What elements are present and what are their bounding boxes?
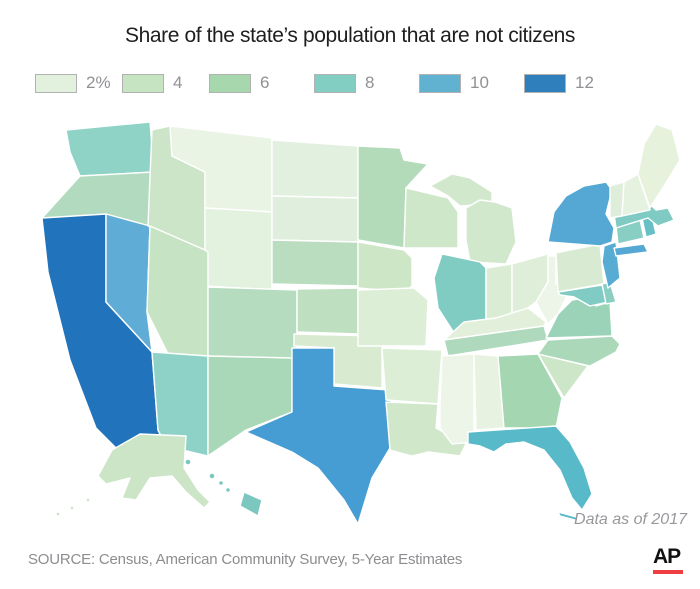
state-hi bbox=[208, 472, 216, 480]
state-ak bbox=[69, 505, 75, 511]
state-fl bbox=[557, 511, 580, 522]
state-nv bbox=[105, 213, 153, 353]
legend-swatch bbox=[419, 73, 461, 93]
state-mi bbox=[429, 173, 493, 207]
legend-label: 4 bbox=[173, 73, 183, 92]
state-la bbox=[385, 401, 467, 457]
state-mn bbox=[357, 145, 429, 249]
ap-logo-text: AP bbox=[653, 545, 681, 568]
legend-swatch bbox=[314, 73, 356, 93]
data-note: Data as of 2017 bbox=[574, 511, 687, 528]
state-mo bbox=[357, 287, 429, 347]
state-hi bbox=[224, 486, 232, 494]
legend-item: 10 bbox=[419, 73, 489, 93]
legend-label: 2% bbox=[86, 73, 111, 92]
state-co bbox=[207, 286, 298, 361]
legend-item: 8 bbox=[314, 73, 374, 93]
legend-item: 12 bbox=[524, 73, 594, 93]
legend-swatch bbox=[35, 73, 77, 93]
legend-label: 8 bbox=[365, 73, 375, 92]
legend-item: 2% bbox=[35, 73, 111, 93]
state-nd bbox=[271, 139, 359, 199]
legend-swatch bbox=[122, 73, 164, 93]
state-fl bbox=[467, 425, 593, 511]
state-wi bbox=[403, 187, 459, 249]
chart-title: Share of the state’s population that are… bbox=[124, 24, 576, 47]
state-hi bbox=[239, 491, 263, 517]
state-ak bbox=[97, 433, 211, 509]
source-line: SOURCE: Census, American Community Surve… bbox=[28, 551, 463, 568]
legend-label: 10 bbox=[470, 73, 489, 92]
legend-item: 4 bbox=[122, 73, 182, 93]
state-hi bbox=[184, 458, 192, 466]
state-wy bbox=[204, 207, 273, 291]
state-ar bbox=[381, 347, 443, 405]
state-ny bbox=[547, 181, 615, 247]
legend-label: 6 bbox=[260, 73, 270, 92]
state-tx bbox=[245, 347, 393, 525]
state-me bbox=[637, 123, 681, 209]
state-ms bbox=[439, 353, 475, 445]
state-az bbox=[151, 351, 209, 457]
state-ks bbox=[296, 287, 359, 335]
state-ak bbox=[85, 497, 91, 503]
state-pa bbox=[555, 243, 605, 293]
state-wa bbox=[65, 121, 155, 177]
legend: 2% 4 6 8 10 12 bbox=[0, 73, 700, 97]
state-ak bbox=[55, 511, 61, 517]
legend-swatch bbox=[524, 73, 566, 93]
state-ny bbox=[613, 243, 649, 257]
state-ia bbox=[357, 241, 413, 293]
state-nh bbox=[621, 173, 651, 217]
ap-logo-red-bar bbox=[653, 570, 683, 574]
state-nm bbox=[207, 355, 293, 457]
legend-item: 6 bbox=[209, 73, 269, 93]
state-mi bbox=[465, 199, 517, 265]
state-ne bbox=[271, 239, 359, 287]
legend-label: 12 bbox=[575, 73, 594, 92]
state-ga bbox=[497, 353, 563, 429]
state-wv bbox=[535, 255, 571, 325]
state-hi bbox=[217, 479, 225, 487]
ap-logo: AP bbox=[653, 545, 683, 574]
state-sd bbox=[271, 195, 359, 243]
legend-swatch bbox=[209, 73, 251, 93]
